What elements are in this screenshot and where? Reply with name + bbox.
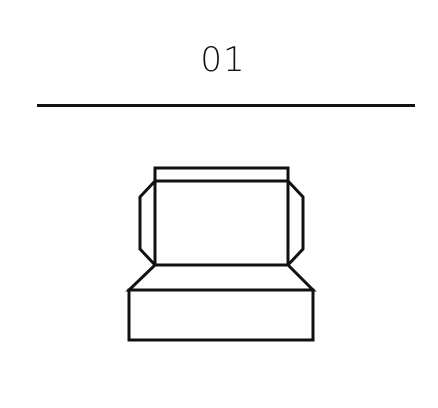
divider (37, 104, 415, 107)
sofa-seat-front (127, 288, 315, 342)
sofa-top-cushion (153, 166, 290, 183)
sofa-left-panel (138, 177, 157, 269)
step-number: 01 (200, 40, 246, 80)
sofa-backrest (153, 179, 290, 267)
sofa-right-panel (286, 177, 305, 269)
sofa-seat-top (125, 263, 317, 292)
